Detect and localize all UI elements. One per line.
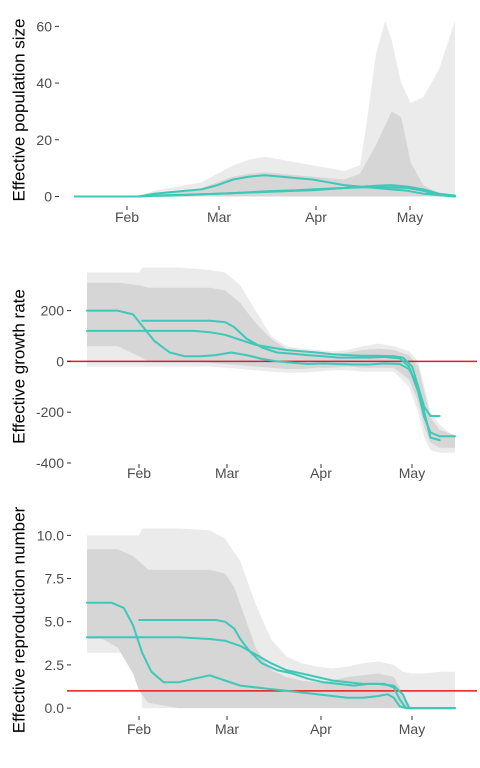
- y-tick-label: 0: [56, 353, 64, 369]
- y-tick-label: 20: [36, 132, 52, 148]
- y-tick-label: 60: [36, 18, 52, 34]
- x-tick-label: Feb: [115, 209, 139, 225]
- y-tick-label: 0.0: [45, 700, 65, 716]
- x-tick-label: Mar: [207, 209, 231, 225]
- x-tick-label: May: [399, 465, 425, 481]
- y-axis-title: Effective population size: [9, 18, 28, 201]
- y-tick-label: 2.5: [45, 657, 65, 673]
- x-tick-label: Apr: [305, 209, 327, 225]
- series-line-2: [74, 174, 456, 198]
- x-tick-label: Mar: [215, 465, 239, 481]
- series-line-3: [74, 184, 456, 198]
- panel-population-size: 0 20 40 60 Feb Mar Apr May Effective population …: [9, 18, 456, 225]
- x-tick-label: Feb: [127, 465, 151, 481]
- series-line-3: [138, 619, 456, 710]
- y-tick-label: 0: [44, 188, 52, 204]
- y-tick-label: -200: [36, 404, 64, 420]
- x-tick-label: May: [399, 721, 425, 737]
- credible-band-inner-2: [87, 549, 455, 709]
- series-line-2: [86, 329, 441, 442]
- y-tick-label: 200: [41, 303, 65, 319]
- x-tick-label: Feb: [127, 721, 151, 737]
- series-line-2: [86, 636, 456, 710]
- y-tick-label: -400: [36, 455, 64, 471]
- y-axis-title: Effective growth rate: [9, 289, 28, 444]
- y-tick-label: 10.0: [37, 527, 64, 543]
- credible-band-inner-1: [87, 282, 455, 448]
- y-tick-label: 40: [36, 75, 52, 91]
- x-tick-label: Apr: [310, 465, 332, 481]
- x-tick-label: Mar: [215, 721, 239, 737]
- y-tick-label: 7.5: [45, 571, 65, 587]
- series-line-3: [141, 319, 456, 438]
- y-axis-title: Effective reproduction number: [9, 506, 28, 733]
- panel-growth-rate: -400 -200 0 200 Feb Mar Apr May Effective growth…: [9, 267, 477, 481]
- credible-band-inner-0: [75, 111, 455, 197]
- x-tick-label: May: [397, 209, 423, 225]
- x-tick-label: Apr: [310, 721, 332, 737]
- panel-reproduction-number: 0.0 2.5 5.0 7.5 10.0 Feb Mar Apr May Effective re…: [9, 506, 477, 737]
- y-tick-label: 5.0: [45, 614, 65, 630]
